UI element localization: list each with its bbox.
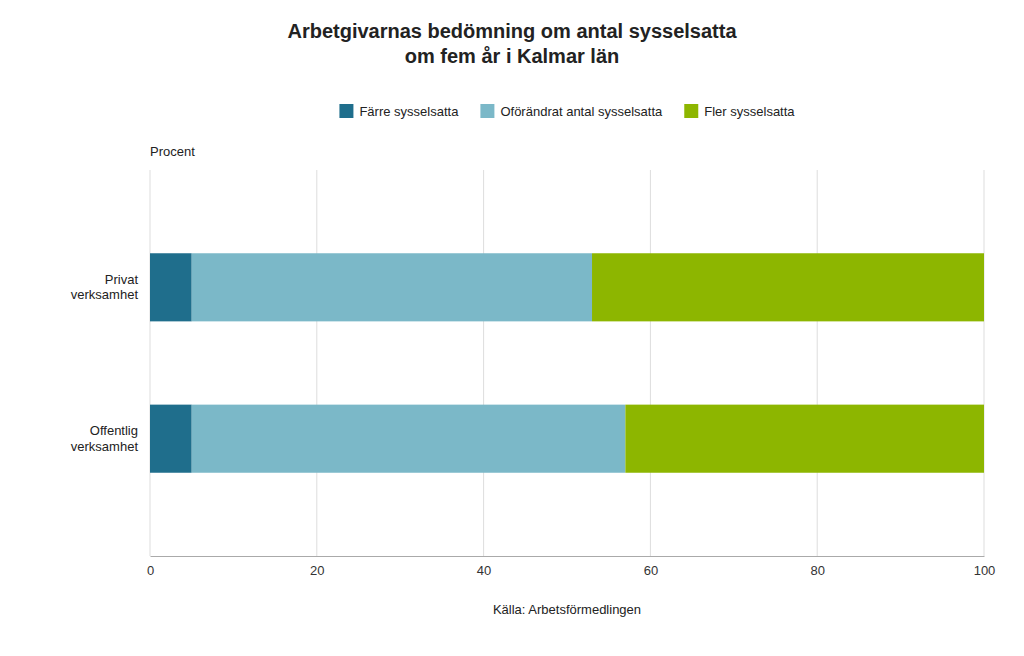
x-tick-label: 20 [310,563,324,578]
bar [592,253,984,321]
legend-swatch [480,104,494,118]
title-line: Arbetgivarnas bedömning om antal syssels… [287,20,737,42]
x-axis-line [151,556,985,557]
plot-area: 020406080100PrivatverksamhetOffentligver… [71,170,996,578]
x-axis-title: Källa: Arbetsförmedlingen [493,602,641,617]
x-tick: 60 [644,556,658,578]
x-tick: 80 [810,556,824,578]
legend-item: Fler sysselsatta [684,104,795,119]
legend-label: Oförändrat antal sysselsatta [500,104,663,119]
grid-line [984,170,985,556]
y-tick-label: Privatverksamhet [71,272,139,303]
bar [150,405,192,473]
x-tick: 20 [310,556,324,578]
x-tick: 0 [147,556,154,578]
x-tick: 100 [974,556,996,578]
title-line: om fem år i Kalmar län [405,45,620,67]
y-tick: Offentligverksamhet [71,423,139,454]
grid-line [316,170,317,556]
grid-line [483,170,484,556]
bar [192,405,626,473]
grid-line [150,170,151,556]
y-tick-label-line: Privat [105,272,139,287]
x-tick: 40 [477,556,491,578]
bar-series [150,253,192,472]
chart-container: 020406080100PrivatverksamhetOffentligver… [0,0,1024,656]
legend-label: Färre sysselsatta [359,104,459,119]
grid-line [817,170,818,556]
bar [625,405,984,473]
x-tick-label: 100 [974,563,996,578]
title: Arbetgivarnas bedömning om antal syssels… [287,20,737,67]
legend-swatch [339,104,353,118]
y-axis-title: Procent [150,144,195,159]
grid [150,170,984,556]
x-tick-label: 0 [147,563,154,578]
legend-item: Färre sysselsatta [339,104,459,119]
bar [192,253,592,321]
bar [150,253,192,321]
bars [150,253,984,472]
x-tick-label: 80 [810,563,824,578]
legend-label: Fler sysselsatta [704,104,795,119]
y-tick-label: Offentligverksamhet [71,423,139,454]
x-tick-label: 60 [644,563,658,578]
bar-series [192,253,626,472]
x-axis: 0 20 40 60 80 100 [147,556,995,578]
y-axis: PrivatverksamhetOffentligverksamhet [71,272,139,454]
legend: Färre sysselsatta Oförändrat antal syssel… [339,104,795,119]
y-tick-label-line: verksamhet [71,439,139,454]
bar-series [592,253,984,472]
legend-item: Oförändrat antal sysselsatta [480,104,663,119]
y-tick-label-line: Offentlig [90,423,138,438]
legend-swatch [684,104,698,118]
y-tick-label-line: verksamhet [71,287,139,302]
chart-svg: 020406080100PrivatverksamhetOffentligver… [0,0,1024,656]
grid-line [650,170,651,556]
y-tick: Privatverksamhet [71,272,139,303]
x-tick-label: 40 [477,563,491,578]
